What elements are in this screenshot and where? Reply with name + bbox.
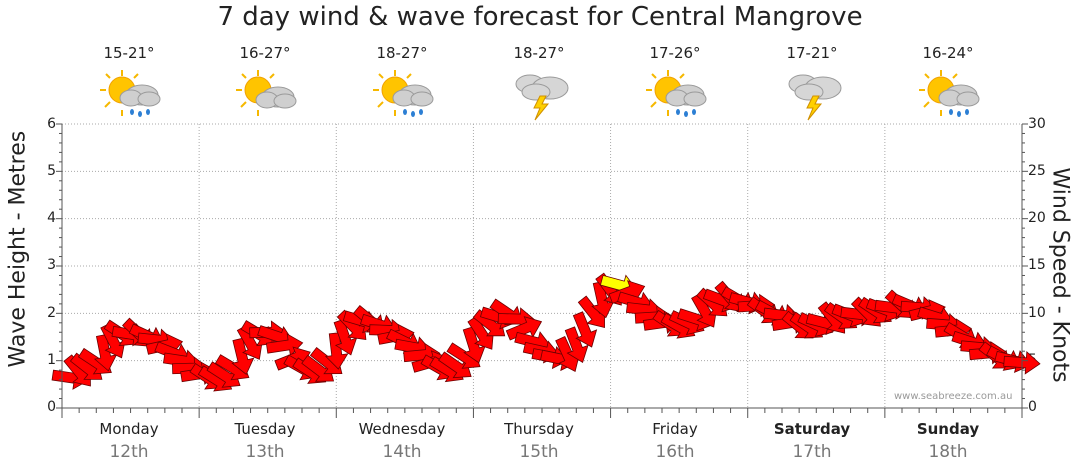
y-tick-left: 0 — [47, 399, 56, 415]
y-tick-right: 15 — [1028, 257, 1046, 273]
day-name-monday: Monday — [99, 420, 159, 438]
wind-arrow-shape — [462, 326, 486, 364]
day-name-sunday: Sunday — [916, 420, 980, 438]
wind-arrow — [462, 326, 486, 364]
temp-friday: 17-26° — [649, 44, 701, 62]
storm-icon — [515, 74, 569, 121]
temp-sunday: 16-24° — [922, 44, 974, 62]
wind-arrow-shape — [231, 337, 255, 376]
wind-arrow-shape — [505, 316, 543, 341]
temp-wednesday: 18-27° — [376, 44, 428, 62]
wind-arrow — [231, 337, 255, 376]
temp-saturday: 17-21° — [786, 44, 838, 62]
y-tick-right: 20 — [1028, 210, 1046, 226]
day-name-saturday: Saturday — [773, 420, 851, 438]
wind-arrow — [93, 333, 118, 372]
temp-thursday: 18-27° — [513, 44, 565, 62]
wind-arrow-shape — [591, 280, 615, 319]
wind-arrow — [333, 318, 358, 356]
y-tick-left: 3 — [47, 257, 56, 273]
wind-arrow — [572, 311, 598, 348]
wind-arrow-shape — [438, 351, 472, 379]
day-date-sunday: 18th — [928, 442, 968, 462]
wind-arrow — [438, 351, 472, 379]
day-date-tuesday: 13th — [245, 442, 285, 462]
wind-arrow — [591, 280, 615, 319]
day-date-monday: 12th — [109, 442, 149, 462]
wind-arrow-shape — [93, 333, 118, 372]
sun-cloud-rain-icon — [373, 70, 434, 117]
sun-cloud-rain-icon — [100, 70, 161, 117]
y-tick-right: 10 — [1028, 305, 1046, 321]
wind-arrow — [324, 332, 349, 370]
day-name-thursday: Thursday — [504, 420, 574, 438]
sun-cloud-rain-icon — [646, 70, 707, 117]
day-date-thursday: 15th — [519, 442, 559, 462]
chart-axes — [56, 123, 1028, 418]
day-date-wednesday: 14th — [382, 442, 422, 462]
wind-arrow-shape — [564, 326, 589, 363]
sun-cloud-icon — [236, 70, 297, 116]
chart-title: 7 day wind & wave forecast for Central M… — [217, 2, 863, 32]
y-tick-left: 5 — [47, 163, 56, 179]
y-tick-right: 0 — [1028, 399, 1037, 415]
wind-arrows — [51, 272, 1041, 392]
wind-arrow — [564, 326, 589, 363]
y-tick-left: 6 — [47, 116, 56, 132]
y-tick-left: 2 — [47, 305, 56, 321]
wind-arrow-shape — [572, 311, 598, 348]
temp-monday: 15-21° — [103, 44, 155, 62]
wind-arrow — [100, 322, 126, 359]
wind-arrow-shape — [324, 332, 349, 370]
sun-cloud-rain-icon — [919, 70, 980, 117]
temp-tuesday: 16-27° — [239, 44, 291, 62]
y-tick-right: 25 — [1028, 163, 1046, 179]
wind-arrow-shape — [100, 322, 126, 359]
watermark: www.seabreeze.com.au — [894, 391, 1013, 402]
y-tick-left: 1 — [47, 352, 56, 368]
y-tick-left: 4 — [47, 210, 56, 226]
wind-arrow — [505, 316, 543, 341]
y-tick-right: 30 — [1028, 116, 1046, 132]
storm-icon — [788, 74, 842, 121]
day-name-tuesday: Tuesday — [234, 420, 296, 438]
day-name-friday: Friday — [652, 420, 698, 438]
day-date-friday: 16th — [655, 442, 695, 462]
wind-arrow-shape — [333, 318, 358, 356]
day-date-saturday: 17th — [792, 442, 832, 462]
day-name-wednesday: Wednesday — [358, 420, 446, 438]
